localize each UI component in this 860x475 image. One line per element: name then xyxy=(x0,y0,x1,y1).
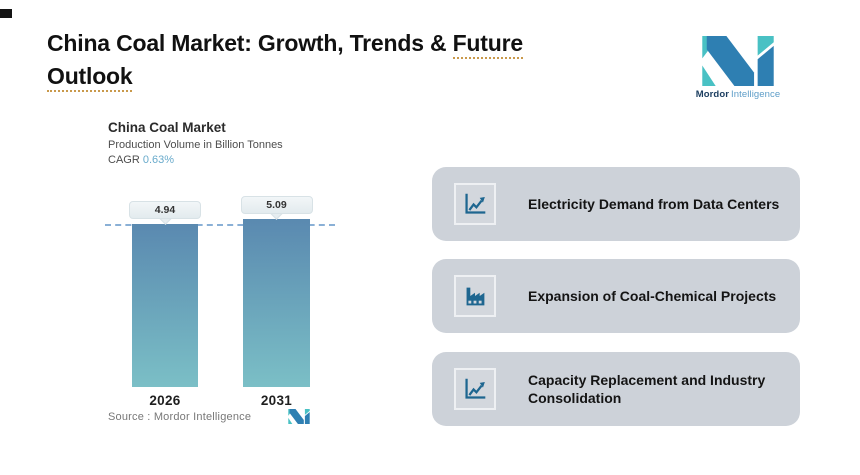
axis-label-2031: 2031 xyxy=(260,393,293,408)
driver-card-label: Capacity Replacement and Industry Consol… xyxy=(528,371,766,406)
cagr-value: 0.63% xyxy=(142,154,175,166)
icon-box xyxy=(454,368,496,410)
chart-subtitle: Production Volume in Billion Tonnes xyxy=(108,139,283,151)
line-chart-icon xyxy=(465,378,486,399)
title-text: China Coal Market: Growth, Trends & xyxy=(47,30,453,56)
value-text: 4.94 xyxy=(154,204,176,216)
driver-card-label: Electricity Demand from Data Centers xyxy=(528,195,780,212)
chart-header: China Coal Market Production Volume in B… xyxy=(108,120,283,166)
driver-card-capacity: Capacity Replacement and Industry Consol… xyxy=(432,352,800,426)
driver-card-electricity: Electricity Demand from Data Centers xyxy=(432,167,800,241)
bar-chart: 4.94 2026 5.09 2031 xyxy=(105,190,350,408)
title-word-outlook: Outlook xyxy=(47,63,133,92)
source-row: Source : Mordor Intelligence xyxy=(108,409,310,424)
brand-text: Mordor Intelligence xyxy=(694,89,782,100)
bar-2031 xyxy=(243,219,310,387)
bar-group-2031: 5.09 2031 xyxy=(240,196,313,408)
factory-icon xyxy=(466,287,485,306)
brand-name-light: Intelligence xyxy=(731,89,781,100)
reference-dashed-line xyxy=(105,224,335,226)
corner-mark xyxy=(0,9,12,18)
line-chart-icon xyxy=(465,193,486,214)
mordor-logo-mini-icon xyxy=(288,409,310,424)
chart-title: China Coal Market xyxy=(108,120,226,135)
icon-box xyxy=(454,183,496,225)
driver-card-coal-chemical: Expansion of Coal-Chemical Projects xyxy=(432,259,800,333)
brand-name-bold: Mordor xyxy=(695,89,730,100)
driver-card-label: Expansion of Coal-Chemical Projects xyxy=(528,287,777,304)
bar-group-2026: 4.94 2026 xyxy=(129,201,201,408)
title-word-future: Future xyxy=(452,30,523,59)
value-label-2031: 5.09 xyxy=(240,196,313,214)
icon-box xyxy=(454,275,496,317)
bar-2026 xyxy=(132,224,198,387)
mordor-logo: Mordor Intelligence xyxy=(694,36,782,100)
axis-label-2026: 2026 xyxy=(149,393,181,408)
page-title: China Coal Market: Growth, Trends & Futu… xyxy=(47,27,523,93)
value-text: 5.09 xyxy=(266,199,287,211)
cagr-label: CAGR xyxy=(108,154,140,166)
chart-cagr: CAGR 0.63% xyxy=(108,154,283,166)
mordor-logo-icon xyxy=(702,36,774,86)
value-label-2026: 4.94 xyxy=(129,201,201,219)
source-text: Source : Mordor Intelligence xyxy=(108,410,252,423)
